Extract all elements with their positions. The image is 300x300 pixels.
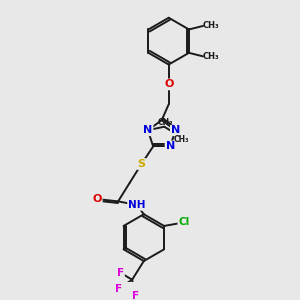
Text: N: N xyxy=(166,141,175,152)
Text: NH: NH xyxy=(128,200,146,210)
Text: CH₃: CH₃ xyxy=(203,21,220,30)
Text: CH₃: CH₃ xyxy=(174,135,190,144)
Text: CH₂: CH₂ xyxy=(158,118,173,127)
Text: O: O xyxy=(164,80,173,89)
Text: N: N xyxy=(143,125,152,135)
Text: N: N xyxy=(171,125,180,135)
Text: F: F xyxy=(132,291,139,300)
Text: F: F xyxy=(117,268,124,278)
Text: CH₃: CH₃ xyxy=(203,52,220,61)
Text: S: S xyxy=(137,159,146,169)
Text: F: F xyxy=(115,284,122,294)
Text: O: O xyxy=(92,194,102,204)
Text: Cl: Cl xyxy=(178,218,190,227)
